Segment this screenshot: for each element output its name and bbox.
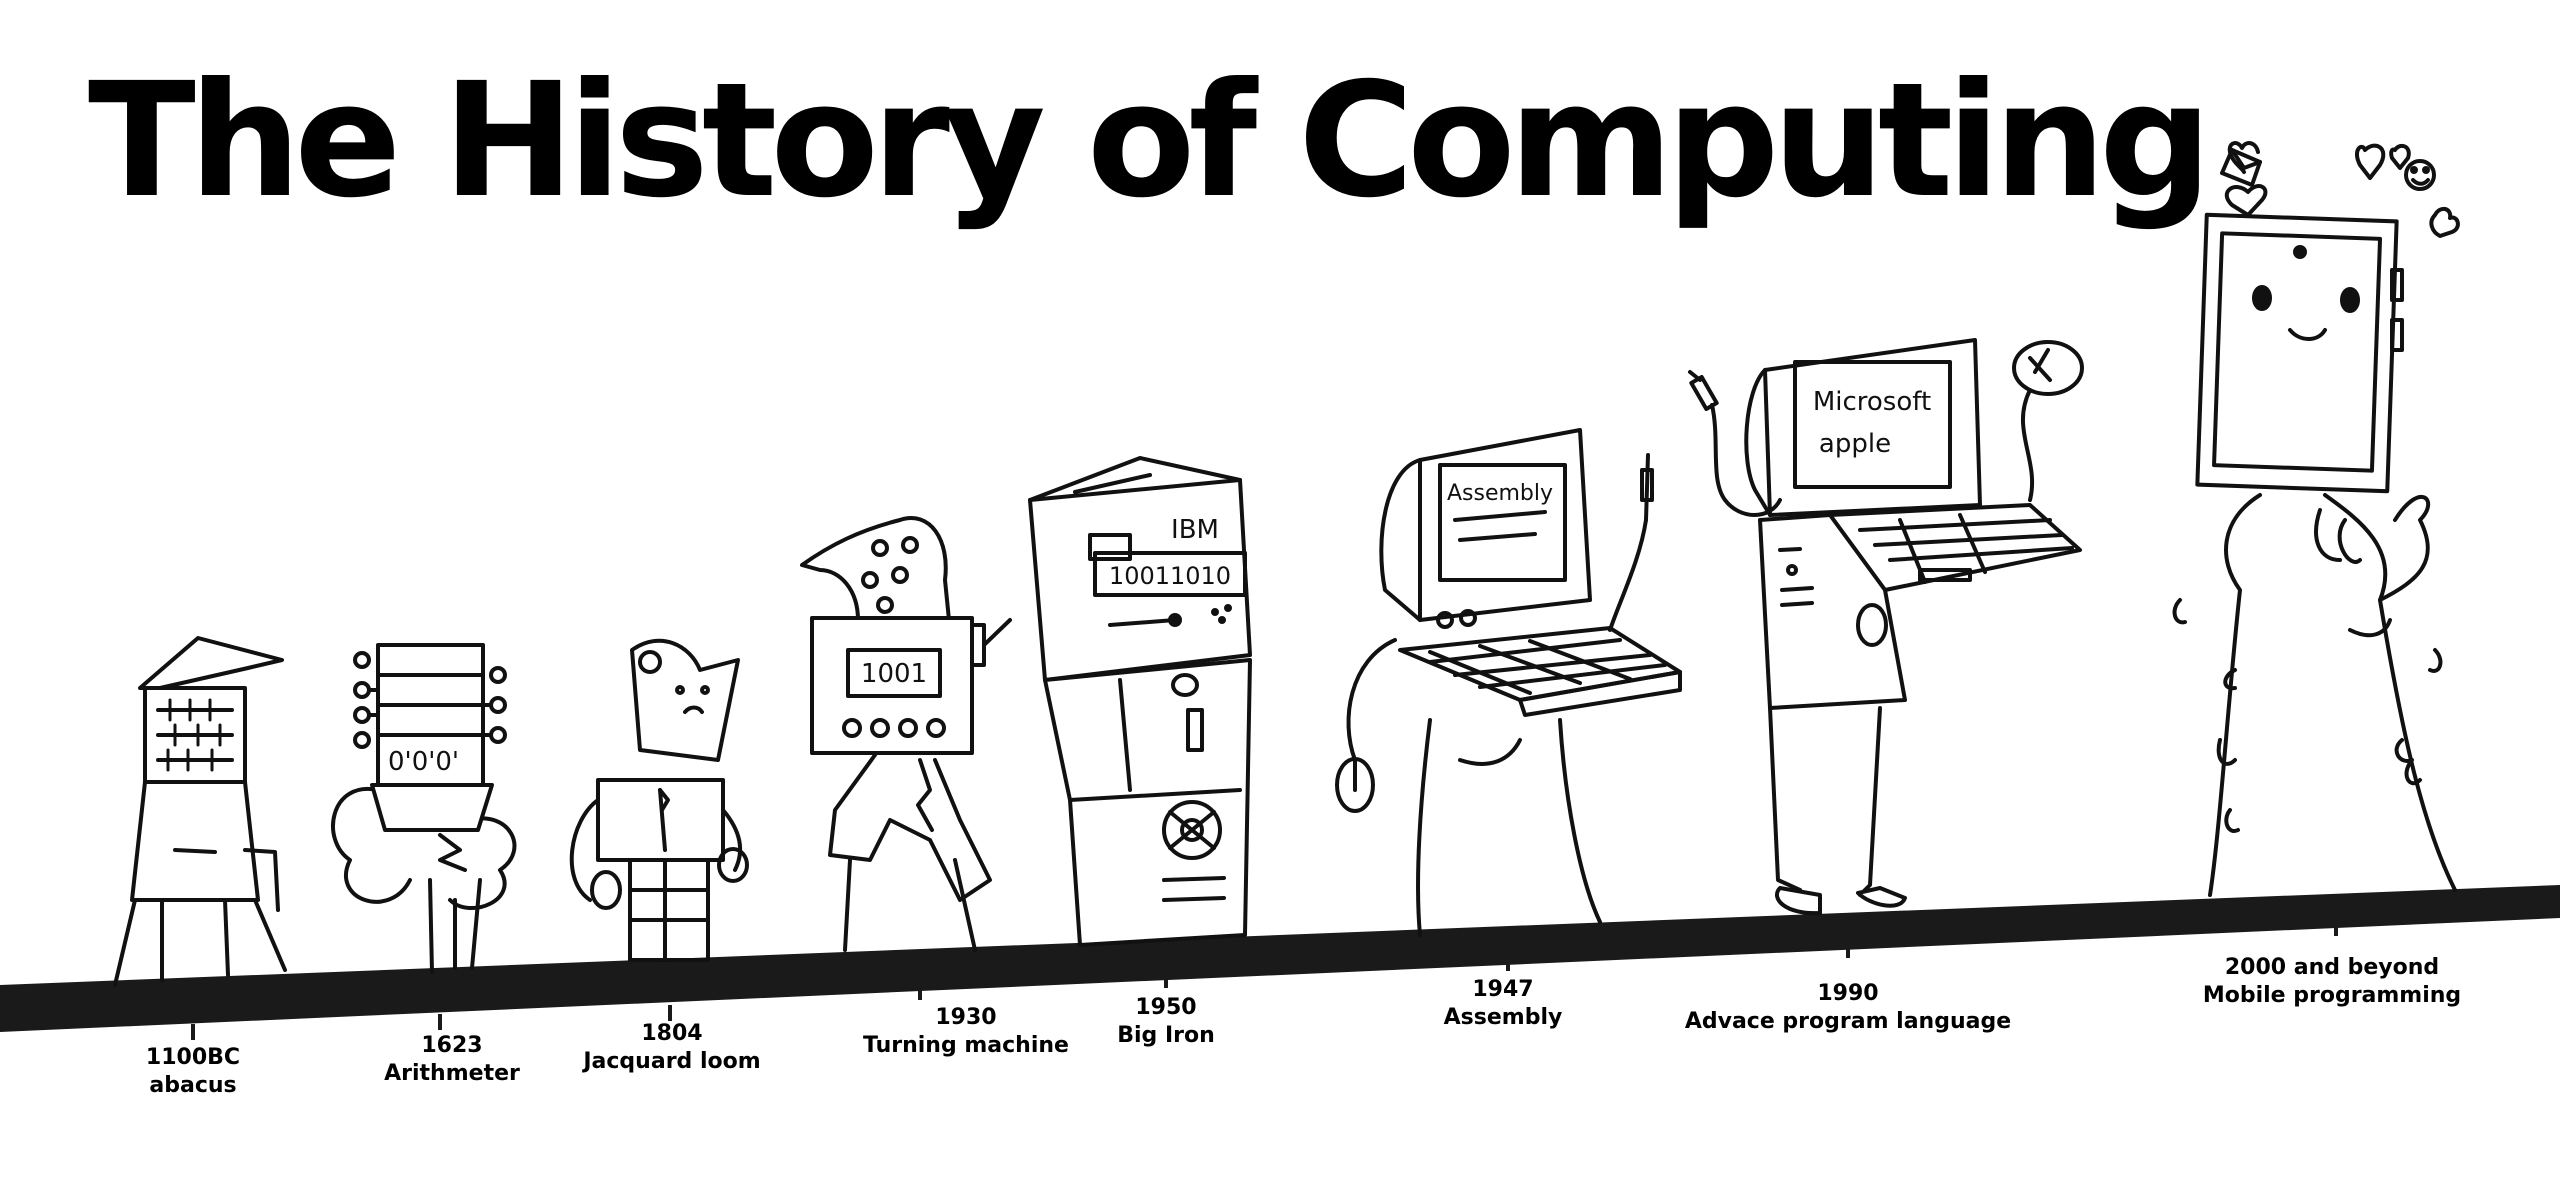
label-name-assembly: Assembly (1444, 1005, 1563, 1030)
label-year-arithmeter: 1623 (421, 1033, 482, 1058)
abacus-character (113, 636, 287, 987)
label-year-jacquard: 1804 (641, 1021, 702, 1046)
label-name-arithmeter: Arithmeter (384, 1061, 520, 1086)
label-name-turing: Turning machine (863, 1033, 1069, 1058)
label-name-mobile: Mobile programming (2203, 983, 2461, 1008)
label-name-abacus: abacus (149, 1073, 236, 1098)
apple-screen-text: apple (1819, 429, 1891, 459)
timeline-bar (0, 885, 2560, 1032)
ibm-brand-text: IBM (1171, 515, 1219, 545)
assembly-screen-text: Assembly (1447, 481, 1553, 506)
microsoft-screen-text: Microsoft (1813, 387, 1931, 417)
jacquard-character (569, 638, 749, 962)
timeline-labels: 1100BC abacus 1623 Arithmeter 1804 Jacqu… (146, 955, 2461, 1098)
label-name-advanced: Advace program language (1685, 1009, 2011, 1034)
label-year-turing: 1930 (935, 1005, 996, 1030)
svg-text:0'0'0': 0'0'0' (388, 747, 459, 777)
label-year-advanced: 1990 (1817, 981, 1878, 1006)
bigiron-character: IBM 10011010 (1028, 456, 1252, 947)
turing-character: 1001 (800, 516, 1012, 952)
label-name-bigiron: Big Iron (1117, 1023, 1215, 1048)
label-year-abacus: 1100BC (146, 1045, 240, 1070)
arithmeter-character: 0'0'0' (331, 643, 517, 974)
label-year-bigiron: 1950 (1135, 995, 1196, 1020)
turing-screen-text: 1001 (861, 659, 927, 689)
mobile-character (2172, 141, 2460, 897)
label-name-jacquard: Jacquard loom (581, 1049, 760, 1074)
assembly-character: Assembly (1335, 428, 1682, 937)
page-title: The History of Computing (88, 49, 2212, 233)
label-year-mobile: 2000 and beyond (2225, 955, 2439, 980)
advanced-language-character: Microsoft apple (1688, 338, 2084, 916)
ibm-binary-text: 10011010 (1109, 562, 1231, 590)
timeline-ticks (191, 920, 2338, 1040)
label-year-assembly: 1947 (1472, 977, 1533, 1002)
